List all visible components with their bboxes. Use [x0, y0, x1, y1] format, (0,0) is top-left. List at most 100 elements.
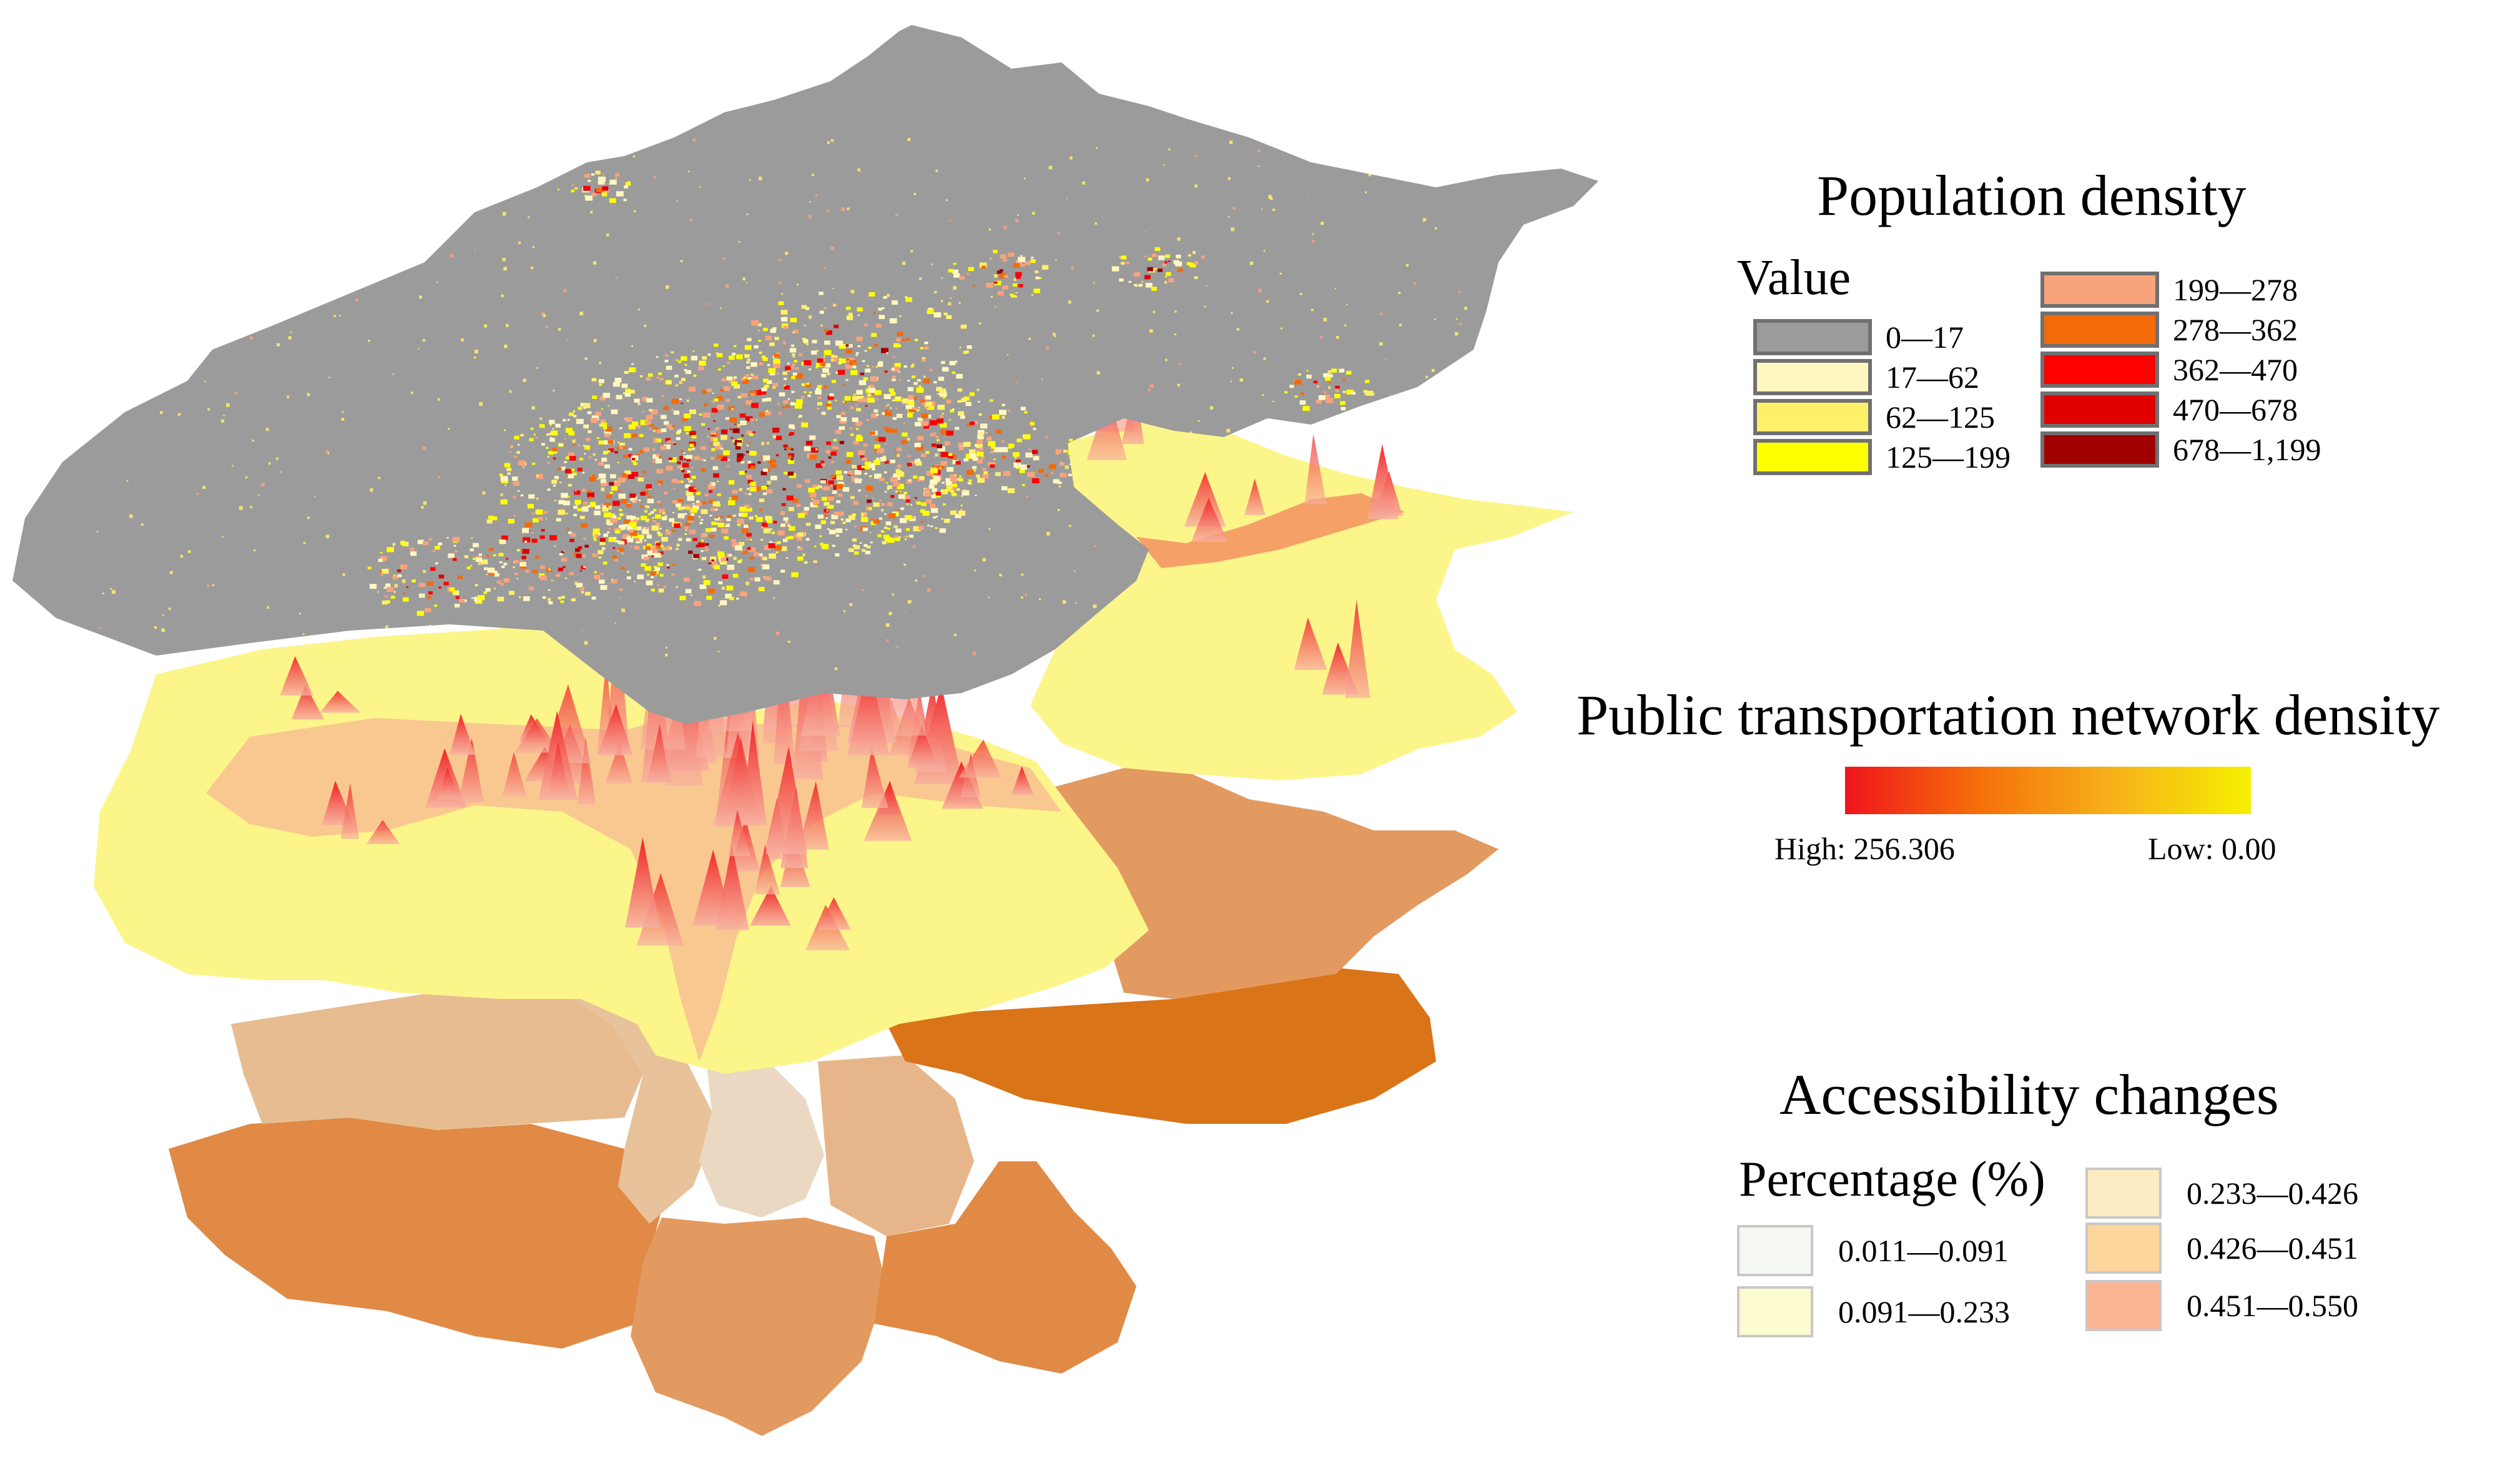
- population-speck: [615, 277, 618, 279]
- population-hotspot: [982, 474, 989, 479]
- transport-peak: [1345, 599, 1371, 698]
- population-speck: [99, 327, 102, 330]
- population-hotspot: [886, 482, 888, 484]
- population-hotspot: [588, 179, 591, 182]
- population-hotspot: [746, 539, 749, 541]
- population-hotspot: [560, 508, 563, 510]
- population-hotspot: [630, 496, 637, 501]
- district-west: [231, 986, 643, 1130]
- population-speck: [572, 440, 576, 443]
- population-hotspot: [846, 358, 850, 361]
- population-hotspot: [830, 475, 835, 478]
- population-speck: [948, 302, 952, 306]
- population-hotspot: [677, 430, 681, 433]
- population-hotspot: [532, 570, 538, 574]
- population-hotspot: [704, 548, 709, 552]
- population-hotspot: [754, 486, 761, 492]
- population-hotspot: [765, 516, 771, 520]
- population-hotspot: [912, 363, 915, 366]
- population-speck: [1261, 209, 1263, 210]
- population-hotspot: [745, 416, 753, 421]
- population-hotspot: [770, 475, 777, 481]
- population-hotspot: [566, 499, 568, 501]
- population-hotspot: [570, 533, 576, 537]
- population-hotspot: [455, 550, 458, 553]
- population-speck: [112, 590, 116, 594]
- population-hotspot: [627, 538, 634, 543]
- population-hotspot: [692, 448, 696, 450]
- population-speck: [506, 194, 509, 196]
- population-hotspot: [636, 526, 642, 531]
- population-hotspot: [671, 478, 677, 483]
- population-hotspot: [972, 457, 978, 461]
- population-speck: [408, 142, 410, 144]
- population-hotspot: [856, 435, 862, 438]
- population-speck: [907, 138, 911, 141]
- population-hotspot: [725, 417, 729, 420]
- population-hotspot: [782, 371, 787, 375]
- population-hotspot: [916, 501, 921, 505]
- population-speck: [330, 271, 333, 274]
- population-hotspot: [750, 466, 755, 469]
- population-hotspot: [827, 406, 832, 410]
- population-hotspot: [692, 350, 695, 352]
- accessibility-district-layer: [169, 768, 1499, 1436]
- population-hotspot: [608, 528, 611, 530]
- population-hotspot: [624, 393, 631, 397]
- population-hotspot: [558, 499, 565, 504]
- population-hotspot: [820, 480, 825, 484]
- district-south-center: [631, 1218, 887, 1436]
- population-hotspot: [541, 443, 545, 446]
- population-hotspot: [1035, 270, 1039, 273]
- population-hotspot: [892, 428, 898, 433]
- accessibility-legend-title: Accessibility changes: [1779, 1063, 2279, 1126]
- transport-peak: [797, 781, 829, 850]
- population-hotspot: [647, 498, 654, 504]
- population-speck: [1233, 207, 1236, 210]
- population-hotspot: [961, 398, 967, 402]
- population-hotspot: [583, 407, 586, 409]
- population-hotspot: [769, 553, 776, 559]
- population-speck: [720, 307, 722, 309]
- population-hotspot: [809, 368, 812, 371]
- population-speck: [114, 409, 117, 411]
- population-hotspot: [518, 460, 526, 466]
- population-hotspot: [676, 586, 678, 588]
- population-hotspot: [714, 398, 719, 402]
- population-speck: [1443, 400, 1445, 403]
- population-hotspot: [777, 530, 785, 536]
- population-hotspot: [913, 402, 915, 404]
- population-speck: [707, 436, 709, 438]
- population-hotspot: [787, 398, 790, 400]
- population-speck: [988, 528, 991, 530]
- population-speck: [1030, 425, 1033, 427]
- population-speck: [255, 144, 259, 148]
- population-hotspot: [634, 581, 636, 583]
- population-hotspot: [727, 564, 735, 570]
- population-hotspot: [839, 358, 842, 360]
- population-hotspot: [920, 421, 928, 426]
- population-speck: [423, 569, 426, 573]
- population-hotspot: [932, 488, 937, 492]
- population-hotspot: [716, 522, 721, 525]
- population-hotspot: [747, 461, 752, 464]
- population-hotspot: [839, 358, 846, 363]
- population-hotspot: [770, 459, 776, 463]
- population-hotspot: [916, 387, 924, 393]
- population-speck: [843, 610, 845, 613]
- population-hotspot: [390, 596, 395, 599]
- population-hotspot: [762, 564, 770, 569]
- population-hotspot: [832, 490, 837, 494]
- population-speck: [993, 274, 998, 278]
- population-hotspot: [567, 496, 570, 498]
- population-hotspot: [797, 537, 802, 541]
- population-speck: [1327, 370, 1332, 375]
- population-hotspot: [1033, 456, 1040, 461]
- population-hotspot: [1164, 276, 1168, 278]
- population-speck: [261, 183, 263, 185]
- population-hotspot: [639, 434, 644, 437]
- population-speck: [436, 281, 438, 283]
- population-hotspot: [709, 499, 715, 504]
- population-speck: [581, 591, 584, 594]
- population-hotspot: [1331, 368, 1337, 373]
